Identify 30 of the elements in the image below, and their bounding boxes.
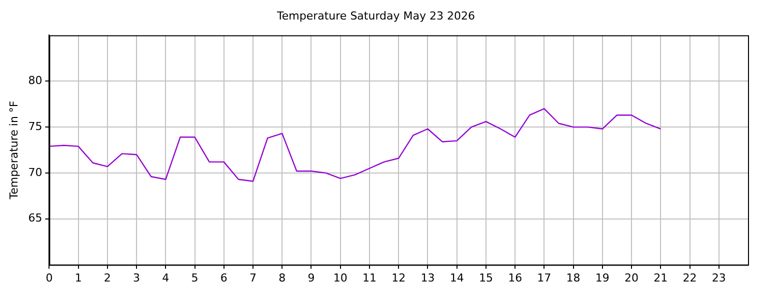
- x-tick-label: 10: [333, 271, 348, 284]
- x-tick-label: 19: [595, 271, 610, 284]
- x-tick-label: 21: [654, 271, 668, 284]
- y-tick-label: 65: [28, 212, 42, 225]
- y-tick-label: 70: [28, 166, 42, 179]
- x-tick-label: 9: [308, 271, 315, 284]
- x-tick-label: 12: [392, 271, 406, 284]
- y-tick-label: 75: [28, 120, 42, 133]
- x-tick-label: 0: [46, 271, 53, 284]
- x-tick-label: 5: [191, 271, 198, 284]
- x-tick-label: 15: [478, 271, 493, 284]
- x-tick-label: 22: [682, 271, 697, 284]
- chart-title: Temperature Saturday May 23 2026: [276, 9, 475, 22]
- x-tick-label: 18: [566, 271, 580, 284]
- x-tick-label: 3: [133, 271, 140, 284]
- x-tick-label: 11: [362, 271, 376, 284]
- x-tick-label: 20: [624, 271, 639, 284]
- x-tick-label: 1: [74, 271, 82, 284]
- y-tick-label: 80: [28, 74, 42, 87]
- x-tick-label: 17: [537, 271, 552, 284]
- x-tick-label: 14: [450, 271, 464, 284]
- x-tick-label: 7: [250, 271, 257, 284]
- y-axis-title: Temperature in °F: [7, 100, 20, 200]
- x-tick-label: 16: [508, 271, 522, 284]
- x-tick-label: 23: [712, 271, 726, 284]
- x-tick-label: 8: [278, 271, 286, 284]
- x-tick-label: 2: [104, 271, 111, 284]
- x-tick-label: 4: [162, 271, 170, 284]
- x-tick-label: 13: [420, 271, 435, 284]
- x-tick-label: 6: [220, 271, 228, 284]
